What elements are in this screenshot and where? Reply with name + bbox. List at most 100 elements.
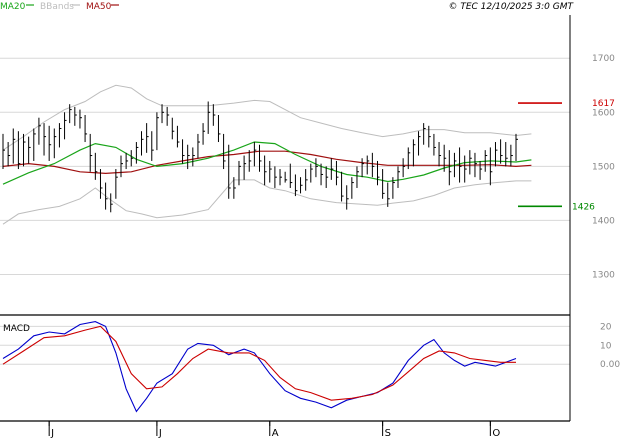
price-bar: [146, 123, 149, 153]
price-bar: [274, 166, 277, 188]
macd-tick-label: 10: [600, 341, 612, 351]
legend: MA20 BBands MA50: [0, 2, 119, 12]
price-bar: [320, 163, 324, 186]
price-bar: [202, 123, 206, 145]
price-bar: [151, 131, 154, 161]
macd-tick-label: 20: [600, 322, 612, 332]
price-tick-label: 1300: [592, 270, 615, 280]
price-bar: [212, 104, 216, 126]
macd-lines: [2, 321, 517, 413]
price-bar: [510, 144, 513, 167]
price-bar: [505, 142, 508, 167]
price-bar: [387, 182, 390, 207]
price-bar: [494, 142, 498, 167]
price-bar: [192, 147, 195, 167]
price-bar: [115, 169, 118, 199]
x-tick-label: J: [50, 428, 54, 439]
price-bar: [438, 142, 442, 167]
price-bar: [84, 115, 88, 143]
price-bar: [489, 147, 493, 186]
price-bar: [171, 117, 175, 140]
price-bar: [207, 101, 211, 134]
bollinger-bands: [2, 84, 532, 225]
price-bar: [233, 177, 236, 199]
price-bar: [392, 177, 395, 199]
price-bar: [7, 142, 11, 167]
price-bar: [371, 152, 375, 178]
price-bar: [79, 109, 82, 129]
price-bar: [361, 158, 365, 178]
price-bar: [315, 158, 318, 178]
macd-tick-label: 0.00: [600, 360, 620, 370]
x-tick-label: O: [492, 428, 500, 439]
price-bar: [402, 158, 406, 178]
price-bar: [300, 177, 303, 194]
price-bar: [382, 169, 385, 199]
bband-upper-line: [2, 84, 532, 151]
price-bar: [161, 104, 165, 124]
price-bar: [515, 133, 518, 161]
price-bar: [474, 152, 477, 178]
price-levels: 1617 1426: [518, 99, 615, 212]
price-bar: [38, 117, 41, 145]
ma50-line: [2, 150, 532, 175]
price-bar: [156, 112, 159, 151]
bband-lower-line: [2, 179, 532, 225]
x-tick-label: S: [385, 428, 391, 439]
price-bar: [305, 169, 308, 191]
price-bar: [448, 150, 452, 186]
price-bar: [243, 155, 247, 180]
price-bar: [17, 131, 21, 170]
price-bars: [2, 101, 518, 213]
price-bar: [453, 152, 457, 178]
price-bar: [346, 185, 349, 210]
price-bar: [99, 169, 103, 199]
price-bar: [289, 163, 293, 188]
price-bar: [269, 160, 272, 183]
price-bar: [325, 166, 329, 188]
price-bar: [500, 139, 503, 164]
price-bar: [125, 152, 129, 170]
price-bar: [423, 123, 426, 145]
legend-ma50-label: MA50: [86, 2, 112, 12]
legend-ma20-label: MA20: [0, 2, 26, 12]
price-tick-label: 1600: [592, 108, 615, 118]
price-bar: [197, 133, 200, 159]
price-bar: [48, 125, 52, 161]
price-bar: [284, 171, 288, 183]
price-bar: [33, 128, 36, 161]
price-bar: [366, 155, 370, 175]
macd-title: MACD: [3, 324, 30, 334]
price-bar: [64, 112, 67, 140]
price-bar: [130, 150, 134, 167]
resistance-label: 1617: [592, 99, 615, 109]
price-bar: [120, 155, 123, 178]
price-bar: [166, 106, 170, 126]
price-bar: [484, 150, 488, 172]
price-bar: [341, 171, 344, 202]
price-bar: [464, 155, 467, 183]
support-label: 1426: [572, 202, 595, 212]
price-bar: [105, 182, 108, 210]
copyright-timestamp: © TEC 12/10/2025 3:0 GMT: [448, 2, 574, 12]
x-tick-label: J: [158, 428, 162, 439]
price-bar: [407, 147, 411, 170]
price-bar: [187, 144, 190, 170]
price-bar: [376, 160, 380, 186]
price-bar: [264, 155, 267, 186]
price-bar: [2, 133, 5, 170]
price-axis-ticks: 1300 1400 1500 1600 1700: [592, 54, 615, 280]
price-bar: [23, 133, 26, 167]
price-bar: [176, 125, 180, 148]
price-bar: [443, 144, 447, 172]
price-bar: [223, 133, 226, 170]
macd-line: [2, 321, 517, 413]
price-bar: [94, 152, 98, 180]
price-bar: [135, 142, 139, 164]
price-bar: [428, 125, 431, 148]
macd-grid: [0, 325, 570, 365]
price-bar: [479, 160, 483, 180]
price-tick-label: 1400: [592, 216, 615, 226]
price-bar: [351, 177, 354, 199]
